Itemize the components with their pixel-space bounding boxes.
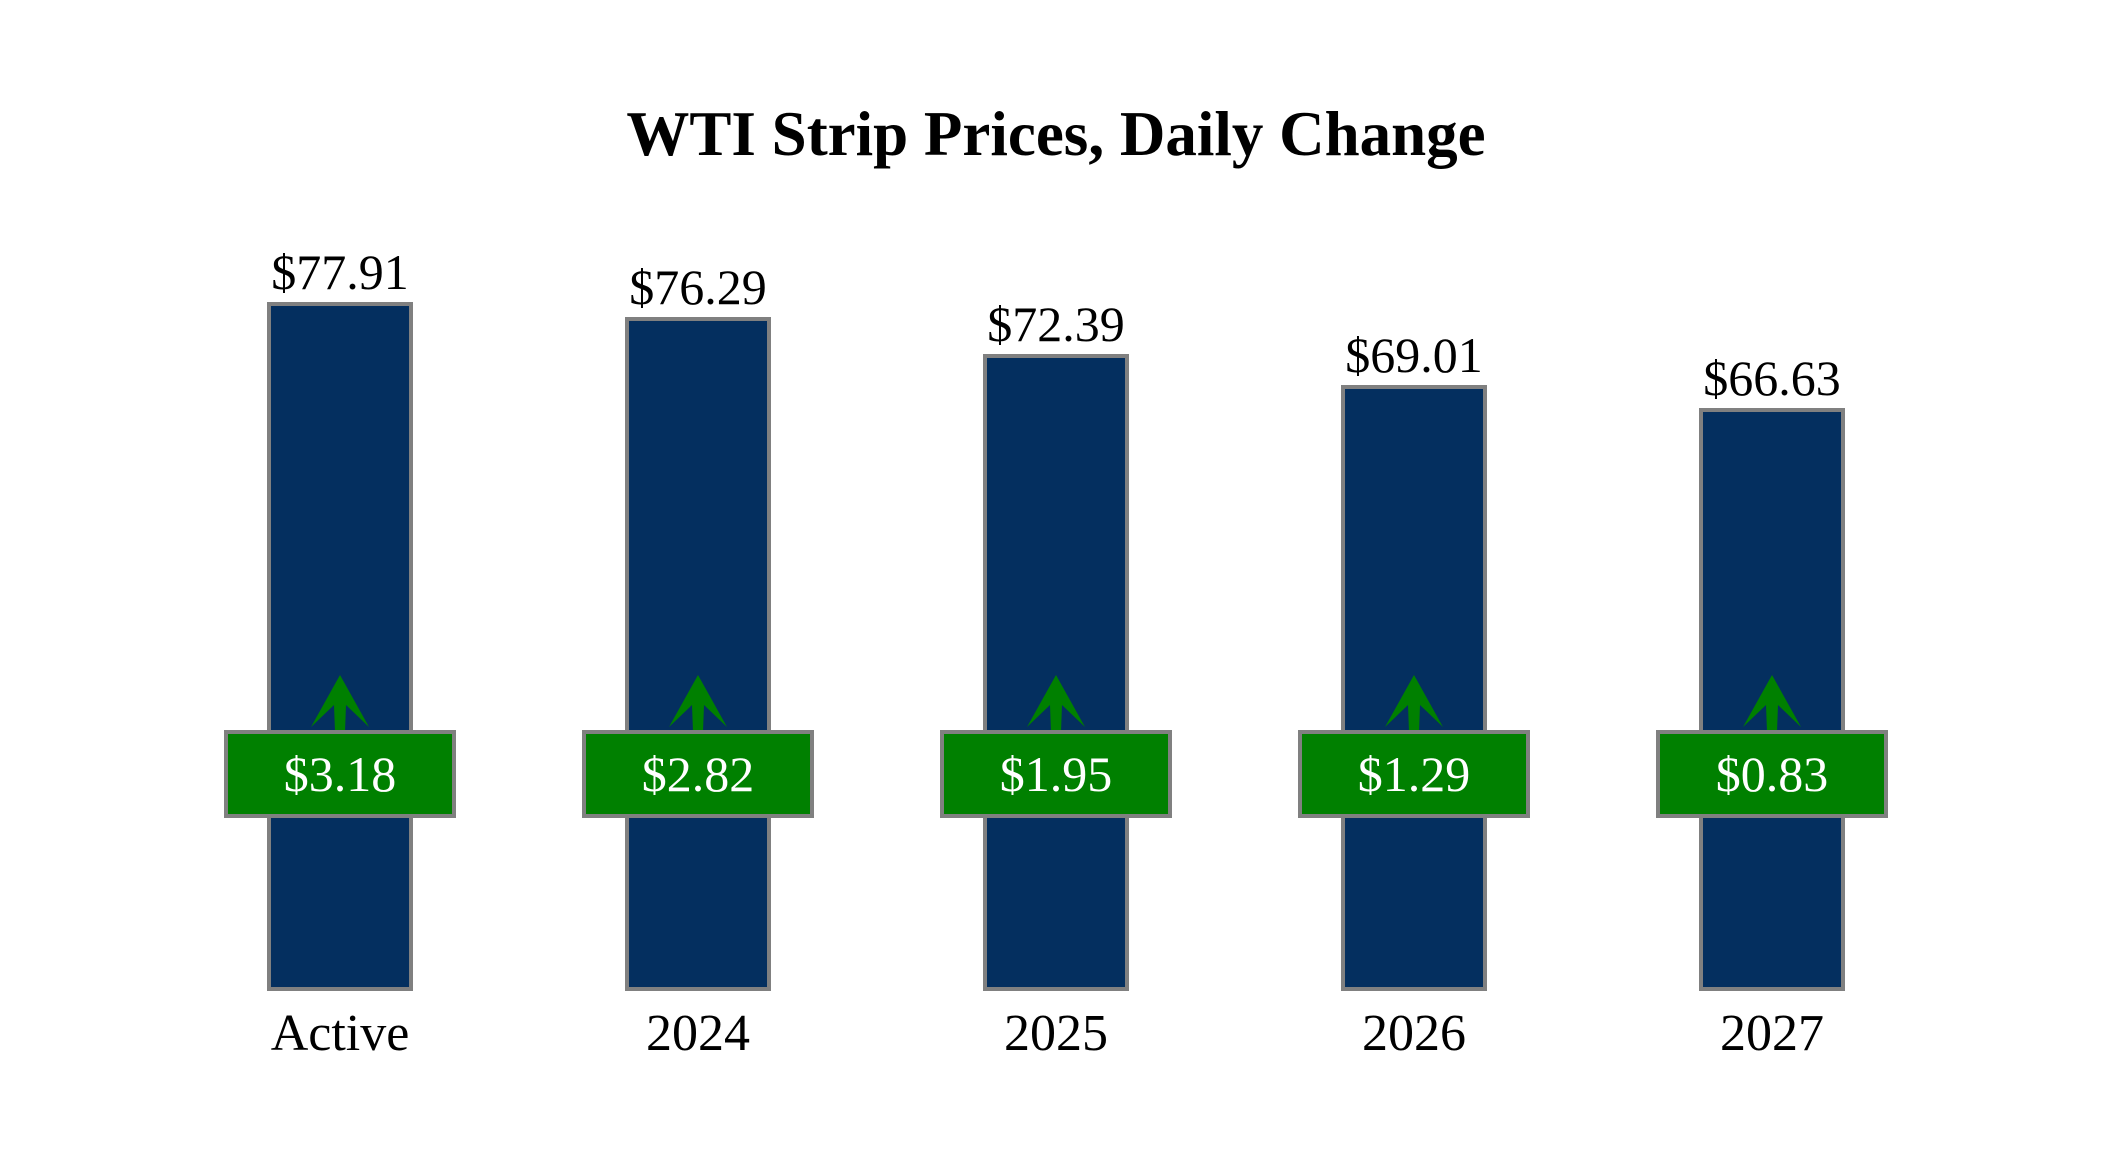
bar-value-label: $76.29 (629, 259, 767, 315)
up-arrow-icon (669, 675, 727, 732)
bar-value-label: $72.39 (987, 296, 1125, 352)
daily-change-badge: $3.18 (224, 730, 456, 818)
up-arrow-icon (1385, 675, 1443, 732)
category-label: Active (270, 1005, 410, 1062)
price-bar (267, 302, 413, 991)
up-arrow-icon (1027, 675, 1085, 732)
daily-change-badge: $0.83 (1656, 730, 1888, 818)
category-label: 2027 (1720, 1005, 1824, 1062)
bar-value-label: $66.63 (1703, 350, 1841, 406)
daily-change-badge: $1.95 (940, 730, 1172, 818)
daily-change-badge: $2.82 (582, 730, 814, 818)
category-label: 2025 (1004, 1005, 1108, 1062)
price-bar (983, 354, 1129, 991)
price-bar (625, 317, 771, 991)
up-arrow-icon (311, 675, 369, 732)
bar-value-label: $77.91 (271, 244, 409, 300)
category-label: 2026 (1362, 1005, 1466, 1062)
up-arrow-icon (1743, 675, 1801, 732)
chart-title: WTI Strip Prices, Daily Change (626, 99, 1486, 169)
category-label: 2024 (646, 1005, 750, 1062)
bar-value-label: $69.01 (1345, 327, 1483, 383)
daily-change-badge: $1.29 (1298, 730, 1530, 818)
